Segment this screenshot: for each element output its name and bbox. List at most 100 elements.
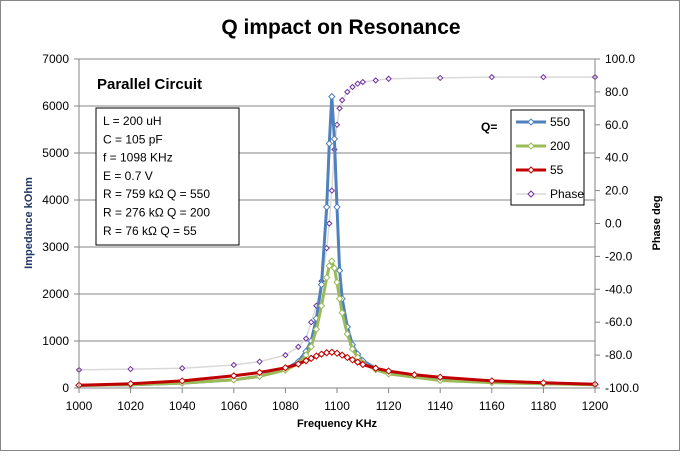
- legend-item-55: 55: [516, 163, 564, 177]
- legend-swatch-marker: [527, 166, 535, 174]
- y2-tick-label: 80.0: [605, 85, 629, 99]
- y2-tick-label: 100.0: [605, 52, 635, 66]
- x-tick-label: 1120: [376, 399, 402, 413]
- data-point: [333, 349, 341, 357]
- data-point: [127, 365, 134, 373]
- y2-axis-title: Phase deg: [651, 195, 663, 250]
- data-point: [230, 361, 238, 369]
- data-point: [325, 139, 333, 148]
- data-point: [326, 220, 333, 227]
- data-point: [282, 351, 289, 359]
- data-point: [307, 342, 315, 351]
- data-point: [317, 280, 326, 289]
- annotation-line: L = 200 uH: [103, 114, 162, 128]
- legend-label: Phase: [550, 187, 584, 201]
- data-point: [349, 83, 356, 91]
- y2-tick-label: -60.0: [605, 315, 633, 329]
- data-point: [255, 368, 264, 377]
- data-point: [328, 187, 336, 194]
- data-point: [178, 377, 186, 385]
- legend-swatch-marker: [527, 190, 535, 198]
- data-point: [328, 92, 336, 101]
- series-line-phase: [78, 76, 595, 371]
- data-point: [539, 379, 548, 387]
- data-point: [333, 278, 341, 286]
- data-point: [256, 358, 263, 365]
- y2-tick-label: -100.0: [605, 381, 639, 395]
- legend-items: 550 200 55 Phase: [516, 115, 584, 201]
- chart-title: Q impact on Resonance: [221, 16, 460, 39]
- data-point: [335, 294, 344, 303]
- data-point: [372, 77, 379, 84]
- data-point: [330, 135, 339, 143]
- data-point: [230, 372, 238, 380]
- annotation-line: f = 1098 KHz: [103, 151, 173, 165]
- data-point: [325, 262, 333, 270]
- parameters-box: [95, 107, 240, 246]
- data-point: [359, 78, 367, 86]
- data-point: [371, 364, 380, 372]
- data-point: [312, 352, 321, 360]
- y-axis-title: Impedance kOhm: [23, 177, 35, 269]
- data-point: [335, 266, 344, 275]
- data-point: [348, 345, 357, 353]
- y-tick-label: 3000: [42, 240, 69, 254]
- y2-axis-ticks: -100.0 -80.0 -60.0 -40.0 -20.0 0.0 20.0 40.0 60.…: [595, 52, 639, 395]
- data-point: [353, 358, 362, 366]
- x-tick-label: 1200: [582, 399, 609, 413]
- data-point: [281, 364, 290, 372]
- x-tick-label: 1100: [324, 399, 350, 413]
- data-point: [410, 371, 419, 379]
- y2-tick-label: -20.0: [605, 249, 633, 263]
- data-point: [359, 360, 367, 369]
- data-point: [322, 203, 331, 211]
- x-tick-label: 1140: [427, 399, 453, 413]
- y2-tick-label: -80.0: [605, 348, 633, 362]
- x-tick-label: 1080: [272, 399, 299, 413]
- annotation-line: R = 76 kΩ Q = 55: [103, 224, 197, 238]
- y-tick-label: 7000: [42, 52, 69, 66]
- data-point: [255, 372, 264, 380]
- legend-label: 55: [550, 163, 564, 177]
- x-axis-ticks: 1000 1020 1040 1060 1080 1100 1120 1140 1160 1180…: [66, 388, 609, 413]
- data-point: [307, 354, 315, 363]
- data-point: [488, 73, 496, 81]
- annotation-line: R = 276 kΩ Q = 200: [103, 206, 210, 220]
- data-point: [344, 88, 351, 96]
- data-point: [178, 365, 186, 372]
- x-tick-label: 1040: [169, 399, 196, 413]
- data-point: [294, 360, 303, 368]
- x-tick-label: 1020: [117, 399, 144, 413]
- x-tick-label: 1180: [530, 399, 556, 413]
- series-layer: [75, 73, 599, 390]
- data-point: [328, 257, 336, 265]
- annotation-line: R = 759 kΩ Q = 550: [103, 187, 210, 201]
- series-55: [75, 348, 599, 389]
- legend: [510, 109, 585, 206]
- y-axis-ticks: 0 1000 2000 3000 4000 5000 6000 7000: [42, 52, 79, 395]
- y-tick-label: 5000: [42, 146, 69, 160]
- series-phase: [75, 73, 599, 374]
- data-point: [328, 348, 336, 356]
- legend-label: 550: [550, 115, 570, 129]
- data-point: [385, 75, 392, 82]
- y-tick-label: 2000: [42, 287, 69, 301]
- x-tick-label: 1060: [220, 399, 247, 413]
- data-point: [343, 330, 352, 338]
- data-point: [384, 367, 393, 375]
- y2-tick-label: -40.0: [605, 282, 633, 296]
- legend-item-phase: Phase: [516, 187, 584, 201]
- y2-tick-label: 60.0: [605, 118, 629, 132]
- y2-tick-label: 20.0: [605, 184, 629, 198]
- annotation-line: C = 105 pF: [103, 132, 163, 146]
- y-tick-label: 6000: [42, 99, 69, 113]
- legend-item-200: 200: [516, 139, 570, 153]
- y2-tick-label: 0.0: [605, 217, 622, 231]
- data-point: [302, 335, 310, 342]
- y2-tick-label: 40.0: [605, 151, 629, 165]
- x-tick-label: 1160: [479, 399, 505, 413]
- data-point: [307, 318, 315, 326]
- data-point: [540, 73, 547, 81]
- data-point: [336, 105, 343, 112]
